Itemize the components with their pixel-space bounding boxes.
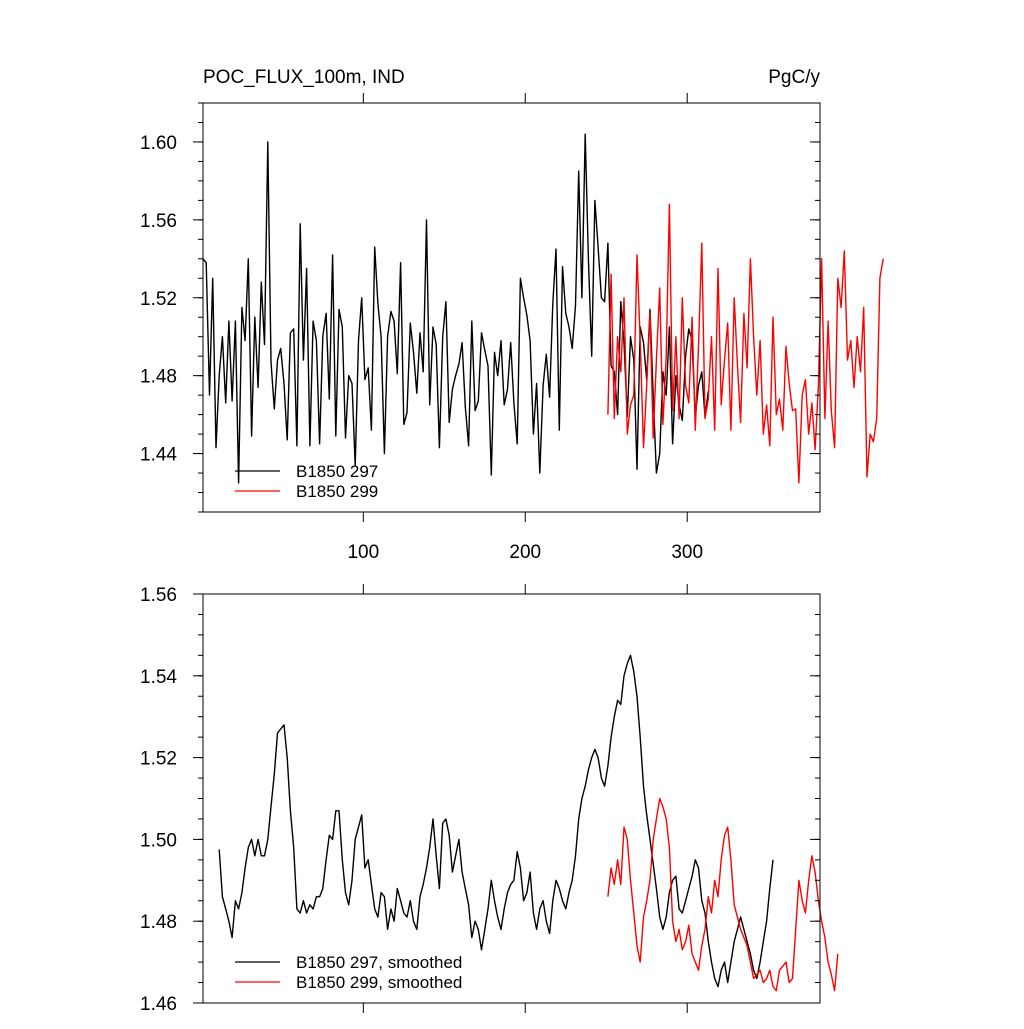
top-ytick-label: 1.48	[140, 367, 177, 388]
bottom-ytick-label: 1.48	[140, 912, 177, 933]
top-legend: B1850 297 B1850 299	[235, 462, 378, 501]
top-ytick-label: 1.44	[140, 445, 177, 466]
top-ytick-label: 1.60	[140, 133, 177, 154]
top-axes: 1.44 1.48 1.52 1.56 1.60 100 200 300	[140, 93, 820, 563]
top-chart-title: POC_FLUX_100m, IND	[203, 67, 405, 88]
top-series-group	[202, 133, 884, 484]
top-series-line-2	[607, 203, 884, 484]
top-xtick-label: 100	[347, 542, 379, 563]
bottom-ytick-label: 1.56	[140, 585, 177, 606]
bottom-series-line-1	[218, 654, 774, 988]
top-chart-units: PgC/y	[768, 67, 820, 88]
bottom-series-group	[218, 654, 839, 992]
top-ytick-label: 1.52	[140, 289, 177, 310]
top-ytick-label: 1.56	[140, 211, 177, 232]
bottom-ytick-label: 1.46	[140, 994, 177, 1015]
top-series-line-1	[202, 133, 709, 484]
top-legend-label-297: B1850 297	[296, 462, 378, 481]
bottom-ytick-label: 1.50	[140, 830, 177, 851]
bottom-ytick-label: 1.52	[140, 749, 177, 770]
bottom-panel: 1.46 1.48 1.50 1.52 1.54 1.56 B1850 297, smoo…	[140, 584, 839, 1015]
bottom-series-line-2	[607, 797, 839, 992]
top-xtick-label: 300	[671, 542, 703, 563]
top-plot-frame	[202, 102, 821, 513]
bottom-axes: 1.46 1.48 1.50 1.52 1.54 1.56	[140, 584, 820, 1015]
bottom-ytick-label: 1.54	[140, 667, 177, 688]
top-legend-label-299: B1850 299	[296, 482, 378, 501]
top-panel: POC_FLUX_100m, IND PgC/y 1.44 1.48 1.52 1.5…	[140, 67, 884, 563]
bottom-legend: B1850 297, smoothed B1850 299, smoothed	[235, 953, 462, 992]
top-xtick-label: 200	[509, 542, 541, 563]
bottom-legend-label-297: B1850 297, smoothed	[296, 953, 462, 972]
bottom-legend-label-299: B1850 299, smoothed	[296, 973, 462, 992]
